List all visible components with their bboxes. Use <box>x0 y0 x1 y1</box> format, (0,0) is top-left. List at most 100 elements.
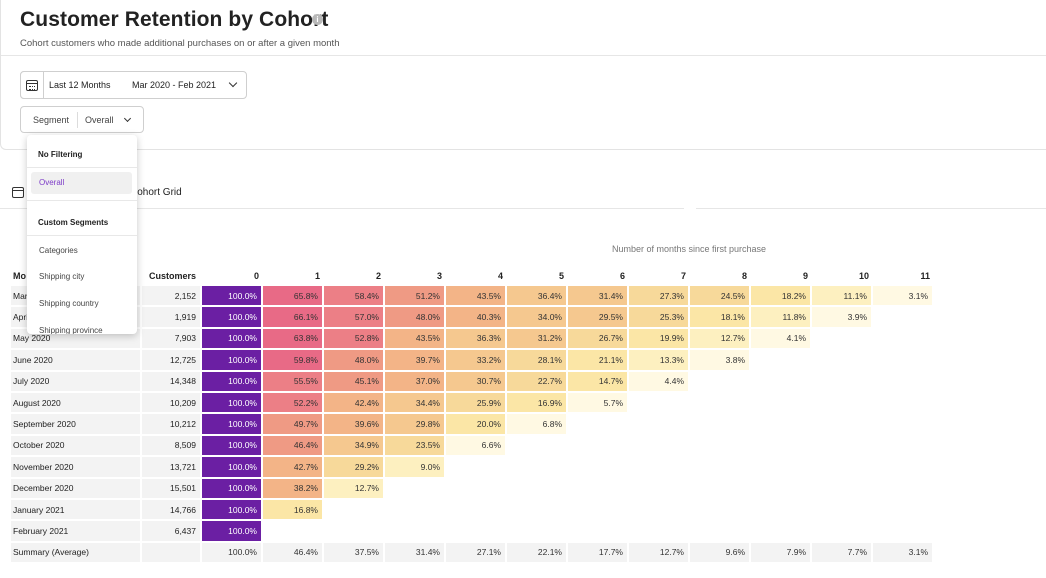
retention-cell: 18.1% <box>690 307 749 327</box>
retention-cell: 42.4% <box>324 392 383 413</box>
retention-cell: 58.4% <box>324 286 383 306</box>
calendar-button[interactable] <box>20 71 44 99</box>
cohort-month: January 2021 <box>11 499 140 520</box>
retention-cell: 100.0% <box>202 286 261 306</box>
retention-cell <box>812 350 871 369</box>
retention-cell: 100.0% <box>202 328 261 349</box>
retention-cell: 55.5% <box>263 371 322 391</box>
dropdown-divider <box>27 235 137 236</box>
retention-cell: 18.2% <box>751 286 810 306</box>
retention-cell <box>751 457 810 476</box>
retention-cell <box>751 414 810 433</box>
tab-cohort-grid[interactable]: Cohort Grid <box>130 187 182 198</box>
cohort-customers: 6,437 <box>142 521 200 541</box>
retention-cell: 3.9% <box>812 307 871 327</box>
dropdown-item-shipping-country[interactable]: Shipping country <box>39 299 99 308</box>
segment-separator <box>77 112 78 128</box>
retention-cell <box>812 414 871 433</box>
retention-cell <box>568 457 627 476</box>
retention-cell: 49.7% <box>263 414 322 434</box>
retention-cell <box>629 457 688 476</box>
summary-cell: 22.1% <box>507 542 566 563</box>
cohort-month: November 2020 <box>11 457 140 477</box>
column-header-period: 10 <box>858 271 869 281</box>
dropdown-item-shipping-province[interactable]: Shipping province <box>39 326 103 334</box>
column-header-period: 4 <box>497 271 503 281</box>
retention-cell <box>873 521 932 540</box>
retention-cell: 14.7% <box>568 371 627 391</box>
dropdown-item-shipping-city[interactable]: Shipping city <box>39 272 85 281</box>
info-icon[interactable]: i <box>312 14 323 25</box>
page-subtitle: Cohort customers who made additional pur… <box>20 38 340 49</box>
summary-cell: 27.1% <box>446 542 505 563</box>
date-range-label: Last 12 Months <box>49 80 111 90</box>
summary-cell: 46.4% <box>263 542 322 563</box>
dropdown-item-categories[interactable]: Categories <box>39 246 78 255</box>
segment-select[interactable]: Segment Overall <box>20 106 144 133</box>
retention-cell: 48.0% <box>385 307 444 327</box>
retention-cell: 37.0% <box>385 371 444 391</box>
retention-cell <box>629 500 688 519</box>
retention-cell: 30.7% <box>446 371 505 391</box>
column-header-period: 6 <box>619 271 625 281</box>
retention-cell: 33.2% <box>446 350 505 370</box>
column-header-period: 1 <box>314 271 320 281</box>
retention-cell <box>568 414 627 433</box>
retention-cell <box>873 436 932 455</box>
retention-cell: 45.1% <box>324 371 383 391</box>
report-header: Customer Retention by Cohort i Cohort cu… <box>0 0 1046 150</box>
summary-row: Summary (Average) 100.0% 46.4% 37.5% 31.4% 27… <box>11 542 932 563</box>
chevron-down-icon[interactable] <box>228 78 238 88</box>
retention-cell <box>873 307 932 326</box>
retention-cell: 31.4% <box>568 286 627 306</box>
retention-cell: 29.8% <box>385 414 444 434</box>
cohort-customers: 14,348 <box>142 371 200 391</box>
summary-cell: 7.9% <box>751 542 810 563</box>
column-header-period: 0 <box>253 271 259 281</box>
summary-cell: 7.7% <box>812 542 871 563</box>
table-row: November 2020 13,721 100.0% 42.7% 29.2% 9.0% <box>11 457 932 477</box>
retention-cell <box>507 457 566 476</box>
retention-cell: 12.7% <box>324 478 383 498</box>
retention-cell <box>873 500 932 519</box>
retention-cell: 29.2% <box>324 457 383 477</box>
table-row: January 2021 14,766 100.0% 16.8% <box>11 499 932 520</box>
retention-cell: 100.0% <box>202 457 261 477</box>
retention-cell: 100.0% <box>202 392 261 413</box>
retention-cell: 16.8% <box>263 499 322 520</box>
column-header-month: Mo <box>13 271 26 281</box>
retention-cell: 65.8% <box>263 286 322 306</box>
retention-cell: 19.9% <box>629 328 688 349</box>
summary-cell: 100.0% <box>202 542 261 563</box>
cohort-customers: 7,903 <box>142 328 200 349</box>
retention-cell: 26.7% <box>568 328 627 349</box>
retention-cell: 20.0% <box>446 414 505 434</box>
retention-cell: 25.3% <box>629 307 688 327</box>
retention-cell <box>629 436 688 455</box>
retention-cell: 100.0% <box>202 499 261 520</box>
retention-cell <box>324 521 383 540</box>
retention-cell: 38.2% <box>263 478 322 498</box>
cohort-customers: 8,509 <box>142 435 200 456</box>
dropdown-group-custom-segments: Custom Segments <box>38 218 109 227</box>
retention-cell <box>446 500 505 519</box>
retention-cell: 100.0% <box>202 478 261 498</box>
retention-cell: 100.0% <box>202 414 261 434</box>
table-row: Mar 2,152 100.0% 65.8% 58.4% 51.2% 43.5% 36.4% 3… <box>11 286 932 306</box>
dropdown-item-overall[interactable]: Overall <box>31 172 132 194</box>
retention-cell <box>568 436 627 455</box>
column-header-period: 9 <box>802 271 808 281</box>
date-range-picker[interactable]: Last 12 Months Mar 2020 - Feb 2021 <box>20 71 247 99</box>
retention-cell: 57.0% <box>324 307 383 327</box>
summary-cell: 17.7% <box>568 542 627 563</box>
summary-customers <box>142 542 200 563</box>
retention-cell <box>446 457 505 476</box>
retention-cell <box>507 521 566 540</box>
retention-cell <box>690 500 749 519</box>
summary-cell: 9.6% <box>690 542 749 563</box>
grid-icon <box>12 187 24 198</box>
retention-cell <box>812 457 871 476</box>
retention-cell: 23.5% <box>385 435 444 456</box>
retention-cell <box>812 500 871 519</box>
table-row: June 2020 12,725 100.0% 59.8% 48.0% 39.7% 33.2… <box>11 350 932 370</box>
